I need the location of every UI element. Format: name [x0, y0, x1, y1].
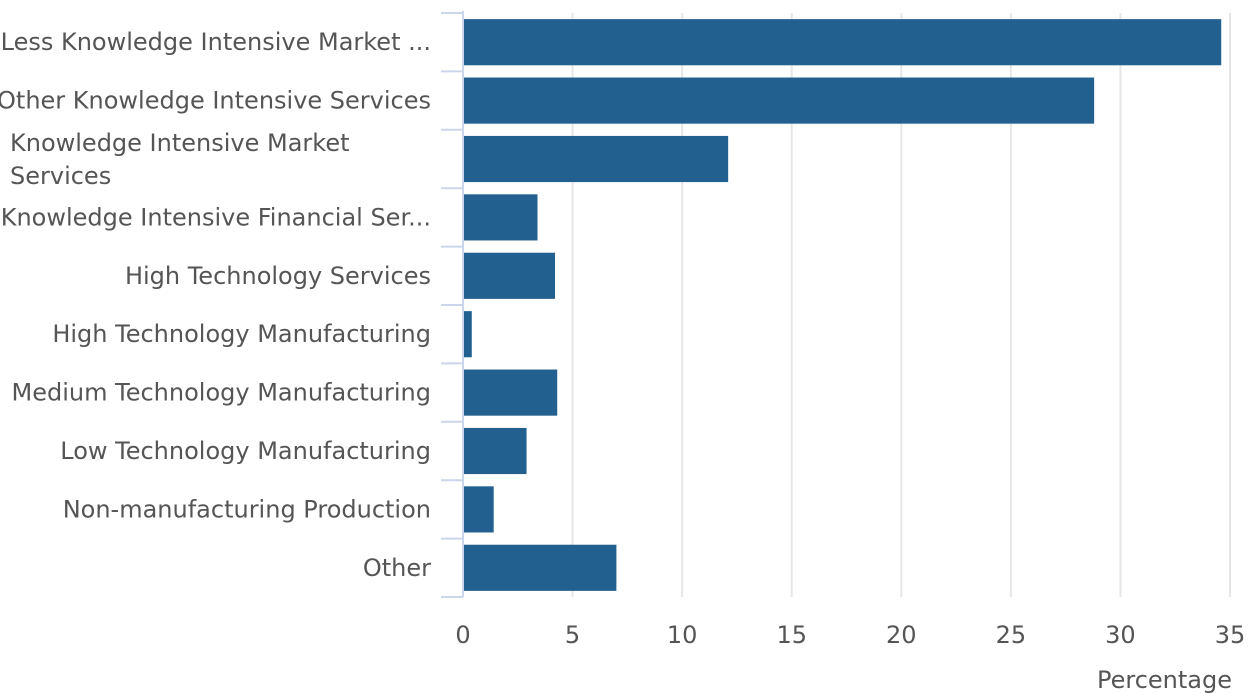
category-label: High Technology Manufacturing [52, 320, 431, 348]
x-tick-label: 10 [667, 621, 698, 649]
x-tick-labels: 0 5 10 15 20 25 30 35 [455, 621, 1245, 649]
category-label: Non-manufacturing Production [63, 495, 431, 523]
x-tick-label: 20 [886, 621, 917, 649]
x-tick-label: 30 [1105, 621, 1136, 649]
x-tick-label: 0 [455, 621, 470, 649]
bar[interactable] [463, 369, 558, 416]
category-label: Knowledge Intensive Market Services [10, 129, 350, 190]
x-tick-label: 15 [776, 621, 807, 649]
bar[interactable] [463, 19, 1222, 66]
category-labels: Less Knowledge Intensive Market ... Other… [0, 28, 431, 582]
x-tick-label: 35 [1215, 621, 1246, 649]
x-tick-label: 25 [996, 621, 1027, 649]
category-axis [441, 11, 464, 598]
bar[interactable] [463, 544, 617, 591]
bars [463, 19, 1222, 591]
category-label: Knowledge Intensive Financial Ser... [1, 203, 431, 231]
category-label: High Technology Services [125, 262, 431, 290]
bar[interactable] [463, 486, 494, 533]
x-tick-label: 5 [565, 621, 580, 649]
bar[interactable] [463, 252, 556, 299]
category-label: Less Knowledge Intensive Market ... [1, 28, 431, 56]
bar[interactable] [463, 135, 729, 183]
category-label: Low Technology Manufacturing [60, 437, 431, 465]
x-axis-title: Percentage [1097, 666, 1232, 693]
category-label: Medium Technology Manufacturing [12, 379, 431, 407]
bar[interactable] [463, 427, 527, 475]
bar[interactable] [463, 311, 472, 358]
bar[interactable] [463, 77, 1095, 124]
category-label: Other Knowledge Intensive Services [0, 87, 431, 115]
bar[interactable] [463, 194, 538, 241]
category-label: Other [363, 554, 431, 582]
